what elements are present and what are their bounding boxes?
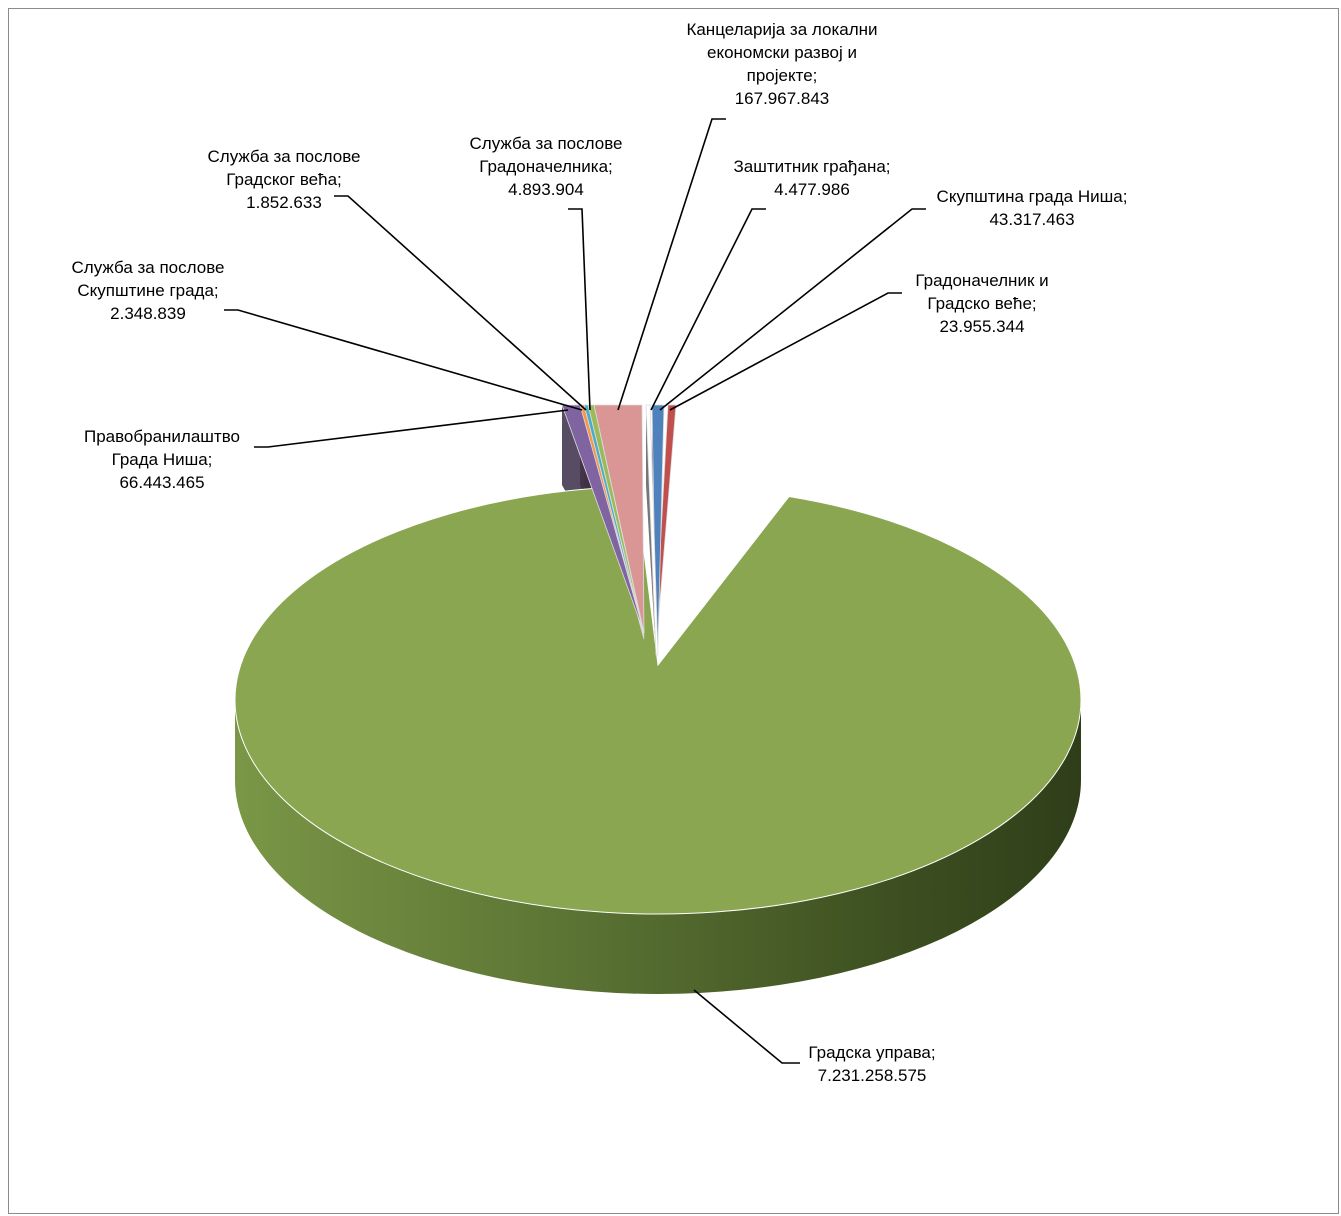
pie-slice-tops (234, 404, 1082, 915)
slice-label-line: Скупштина града Ниша; (937, 187, 1128, 206)
leader-line (669, 292, 902, 411)
slice-label-line: пројекте; (747, 66, 818, 85)
leader-line (224, 309, 583, 411)
slice-label: Служба за послове Градског већа; 1.852.633 (208, 147, 361, 212)
slice-label: Служба за послове Градоначелника; 4.893.90… (470, 134, 623, 199)
slice-label: Градска управа; 7.231.258.575 (808, 1043, 935, 1085)
slice-label: Градоначелник и Градско веће; 23.955.344 (915, 271, 1048, 336)
slice-label-line: Канцеларија за локални (686, 20, 877, 39)
slice-label-line: 1.852.633 (246, 193, 322, 212)
data-labels: Градоначелник и Градско веће; 23.955.344 Ск… (72, 20, 1128, 1085)
slice-top-gradska-uprava (234, 485, 1082, 915)
leader-line (617, 118, 726, 411)
leader-lines (224, 118, 926, 1064)
slice-label: Скупштина града Ниша; 43.317.463 (937, 187, 1128, 229)
leader-line (254, 409, 569, 448)
slice-side-gradska-uprava (235, 700, 1081, 994)
slice-label-line: Градоначелник и (915, 271, 1048, 290)
slice-label-line: 43.317.463 (989, 210, 1074, 229)
slice-label: Правобранилаштво Града Ниша; 66.443.465 (84, 427, 240, 492)
slice-label-line: Градско веће; (927, 294, 1036, 313)
slice-label-line: Служба за послове (208, 147, 361, 166)
slice-label-line: Правобранилаштво (84, 427, 240, 446)
slice-label-line: економски развој и (707, 43, 857, 62)
slice-label-line: 7.231.258.575 (818, 1066, 927, 1085)
slice-label-line: 2.348.839 (110, 304, 186, 323)
chart-frame (8, 8, 1339, 1214)
slice-label-line: 4.893.904 (508, 180, 584, 199)
slice-label-line: 23.955.344 (939, 317, 1024, 336)
slice-label: Канцеларија за локални економски развој и… (686, 20, 877, 108)
slice-label-line: Скупштине града; (77, 281, 218, 300)
slice-label-line: Служба за послове (72, 258, 225, 277)
slice-label-line: Градска управа; (808, 1043, 935, 1062)
slice-label-line: 4.477.986 (774, 180, 850, 199)
slice-top-7 (561, 404, 645, 634)
slice-label-line: Градског већа; (226, 170, 342, 189)
slice-label-line: Градоначелника; (479, 157, 613, 176)
slice-label: Служба за послове Скупштине града; 2.348.8… (72, 258, 225, 323)
slice-label-line: 167.967.843 (735, 89, 830, 108)
slice-top-2 (645, 404, 659, 656)
leader-line (650, 208, 766, 411)
leader-line (568, 208, 591, 411)
slice-label-line: 66.443.465 (119, 473, 204, 492)
slice-label-line: Служба за послове (470, 134, 623, 153)
slice-label-line: Заштитник грађана; (733, 157, 890, 176)
slice-label-line: Града Ниша; (112, 450, 213, 469)
slice-label: Заштитник грађана; 4.477.986 (733, 157, 890, 199)
leader-line (659, 208, 926, 411)
leader-line (334, 195, 587, 411)
leader-line (693, 989, 800, 1064)
